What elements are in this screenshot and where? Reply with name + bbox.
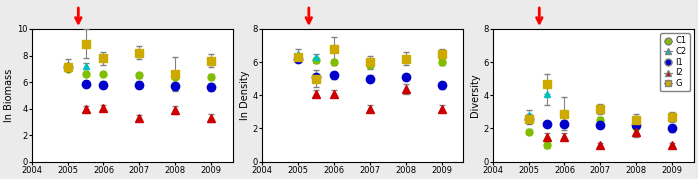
Y-axis label: Diversity: Diversity [470,74,480,117]
Legend: C1, C2, I1, I2, G: C1, C2, I1, I2, G [660,33,690,91]
Y-axis label: ln Biomass: ln Biomass [4,69,14,122]
Y-axis label: ln Density: ln Density [240,71,250,120]
